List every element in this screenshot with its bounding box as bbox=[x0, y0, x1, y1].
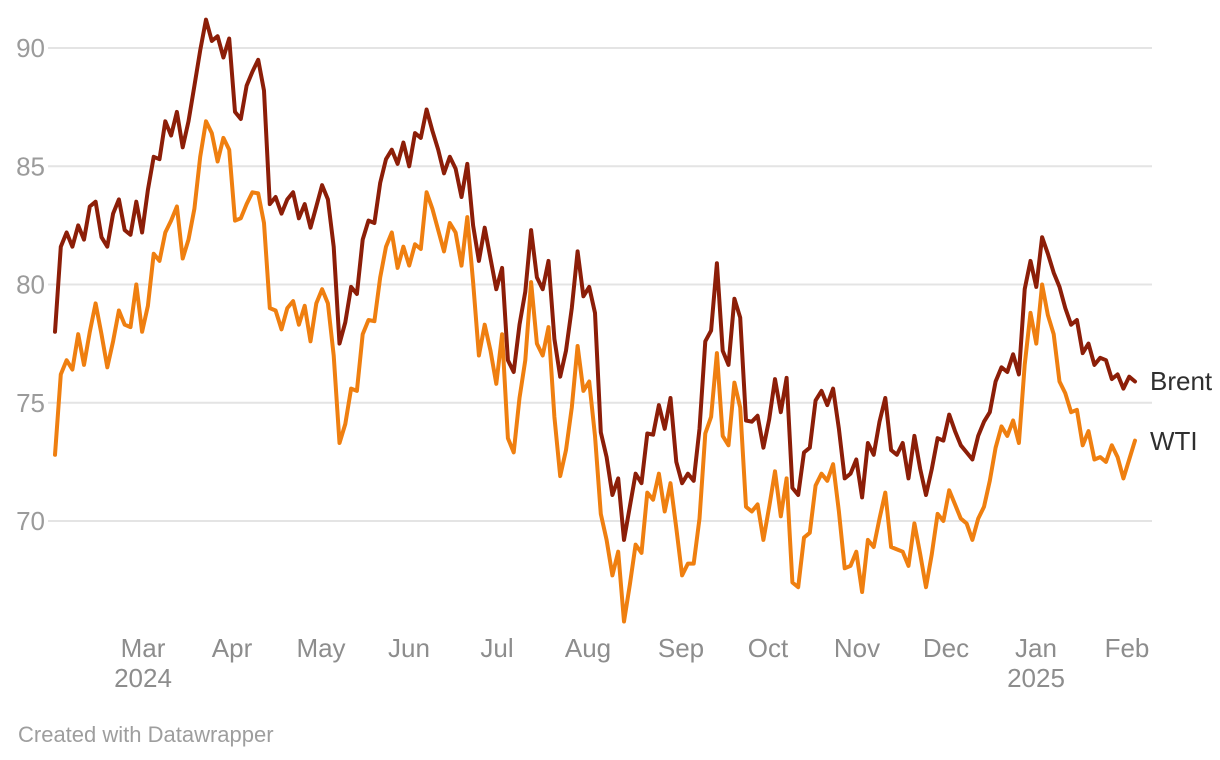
x-tick-label-oct: Oct bbox=[748, 633, 789, 663]
x-tick-label-may: May bbox=[296, 633, 345, 663]
gridlines bbox=[48, 47, 1152, 522]
x-tick-label-jun: Jun bbox=[388, 633, 430, 663]
x-tick-label-feb: Feb bbox=[1105, 633, 1150, 663]
x-year-label-2024: 2024 bbox=[114, 663, 172, 693]
y-tick-label-80: 80 bbox=[16, 270, 45, 300]
x-tick-label-sep: Sep bbox=[658, 633, 704, 663]
x-tick-label-nov: Nov bbox=[834, 633, 880, 663]
y-tick-label-70: 70 bbox=[16, 506, 45, 536]
series-label-wti: WTI bbox=[1150, 425, 1198, 456]
y-axis-labels: 70 75 80 85 90 bbox=[16, 33, 45, 536]
datawrapper-attribution-link[interactable]: Created with Datawrapper bbox=[18, 722, 274, 747]
series-lines bbox=[53, 17, 1137, 624]
x-year-label-2025: 2025 bbox=[1007, 663, 1065, 693]
oil-price-chart: 70 75 80 85 90 Mar Apr May Jun Jul Aug Sep Oct Nov De… bbox=[16, 17, 1152, 693]
x-tick-label-mar: Mar bbox=[121, 633, 166, 663]
x-axis-labels: Mar Apr May Jun Jul Aug Sep Oct Nov Dec Jan Feb 2024… bbox=[114, 633, 1149, 693]
x-tick-label-aug: Aug bbox=[565, 633, 611, 663]
brent-line bbox=[53, 17, 1137, 542]
x-tick-label-jul: Jul bbox=[480, 633, 513, 663]
y-tick-label-90: 90 bbox=[16, 33, 45, 63]
wti-line bbox=[53, 119, 1137, 624]
y-tick-label-75: 75 bbox=[16, 388, 45, 418]
y-tick-label-85: 85 bbox=[16, 151, 45, 181]
x-tick-label-apr: Apr bbox=[212, 633, 253, 663]
x-tick-label-dec: Dec bbox=[923, 633, 969, 663]
series-label-brent: Brent bbox=[1150, 366, 1213, 397]
x-tick-label-jan: Jan bbox=[1015, 633, 1057, 663]
